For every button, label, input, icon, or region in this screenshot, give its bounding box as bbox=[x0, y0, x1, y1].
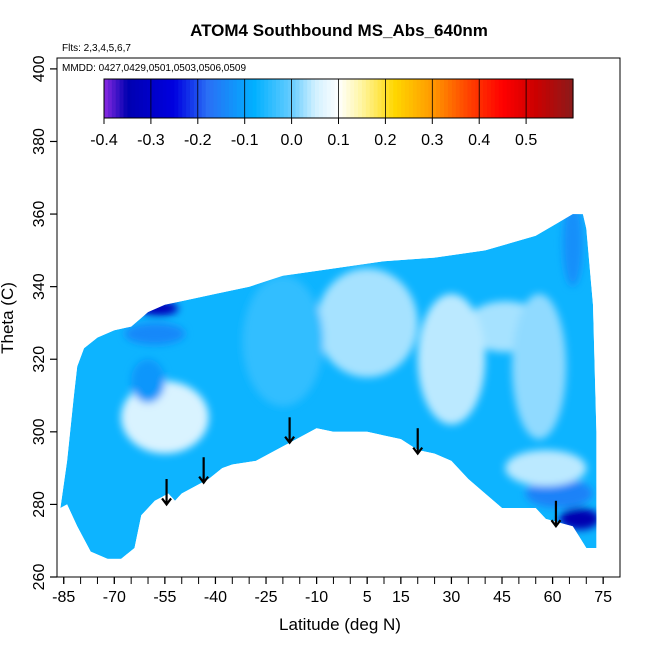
y-axis-label: Theta (C) bbox=[0, 282, 17, 354]
y-tick-label: 320 bbox=[31, 346, 48, 373]
colorbar-tick-label: -0.2 bbox=[184, 132, 212, 149]
y-tick-label: 380 bbox=[31, 128, 48, 155]
colorbar-tick-label: 0.4 bbox=[468, 132, 490, 149]
flight-marker-arrow-1 bbox=[198, 457, 210, 485]
contour-field bbox=[60, 214, 597, 559]
y-tick-label: 340 bbox=[31, 273, 48, 300]
dates-annotation: MMDD: 0427,0429,0501,0503,0506,0509 bbox=[62, 63, 246, 74]
field-feature-4 bbox=[137, 301, 179, 316]
y-tick-label: 400 bbox=[31, 55, 48, 82]
x-tick-label: -55 bbox=[153, 589, 176, 606]
flight-markers bbox=[161, 417, 562, 529]
x-tick-label: 60 bbox=[544, 589, 562, 606]
colorbar-tick-label: 0.2 bbox=[374, 132, 396, 149]
x-tick-label: -25 bbox=[254, 589, 277, 606]
flights-annotation: Flts: 2,3,4,5,6,7 bbox=[62, 43, 131, 54]
x-tick-label: 30 bbox=[443, 589, 461, 606]
colorbar: -0.4 -0.3 -0.2 -0.1 0.0 0.1 0.2 0.3 0.4 0.5 bbox=[90, 78, 574, 149]
flight-marker-arrow-4 bbox=[550, 500, 562, 529]
field-feature-10 bbox=[562, 214, 583, 287]
y-tick-label: 360 bbox=[31, 201, 48, 228]
x-tick-label: 5 bbox=[363, 589, 372, 606]
x-axis: -85 -70 -55 -40 -25 -10 5 15 30 45 60 75 bbox=[52, 577, 612, 606]
x-tick-label: 75 bbox=[594, 589, 612, 606]
y-tick-label: 300 bbox=[31, 418, 48, 445]
x-tick-label: 45 bbox=[493, 589, 511, 606]
x-tick-label: -10 bbox=[305, 589, 328, 606]
colorbar-tick-label: 0.5 bbox=[515, 132, 537, 149]
colorbar-tick-label: 0.3 bbox=[421, 132, 443, 149]
colorbar-tick-label: -0.1 bbox=[231, 132, 259, 149]
data-region bbox=[60, 214, 597, 559]
colorbar-tick-label: 0.0 bbox=[280, 132, 302, 149]
field-feature-5 bbox=[124, 322, 186, 345]
colorbar-tick-label: -0.4 bbox=[90, 132, 118, 149]
field-feature-14 bbox=[512, 293, 567, 440]
y-axis: 260 280 300 320 340 360 380 400 bbox=[31, 55, 57, 590]
y-tick-label: 260 bbox=[31, 564, 48, 591]
flight-marker-arrow-0 bbox=[161, 479, 172, 507]
plot-frame bbox=[56, 57, 621, 578]
field-feature-9 bbox=[505, 450, 587, 487]
colorbar-tick-label: -0.3 bbox=[137, 132, 165, 149]
flight-marker-arrow-2 bbox=[284, 417, 295, 445]
field-feature-11 bbox=[316, 268, 418, 378]
field-feature-13 bbox=[242, 275, 324, 407]
colorbar-tick-label: 0.1 bbox=[327, 132, 349, 149]
flight-marker-arrow-3 bbox=[412, 428, 424, 456]
y-tick-label: 280 bbox=[31, 491, 48, 518]
x-tick-label: -85 bbox=[52, 589, 75, 606]
x-tick-label: -70 bbox=[103, 589, 126, 606]
chart-title: ATOM4 Southbound MS_Abs_640nm bbox=[190, 21, 488, 40]
field-feature-8 bbox=[525, 479, 593, 508]
field-feature-6 bbox=[131, 359, 165, 403]
x-tick-label: 15 bbox=[392, 589, 410, 606]
field-feature-7 bbox=[559, 508, 597, 530]
x-tick-label: -40 bbox=[204, 589, 227, 606]
field-feature-12 bbox=[417, 293, 486, 425]
x-axis-label: Latitude (deg N) bbox=[279, 615, 401, 634]
